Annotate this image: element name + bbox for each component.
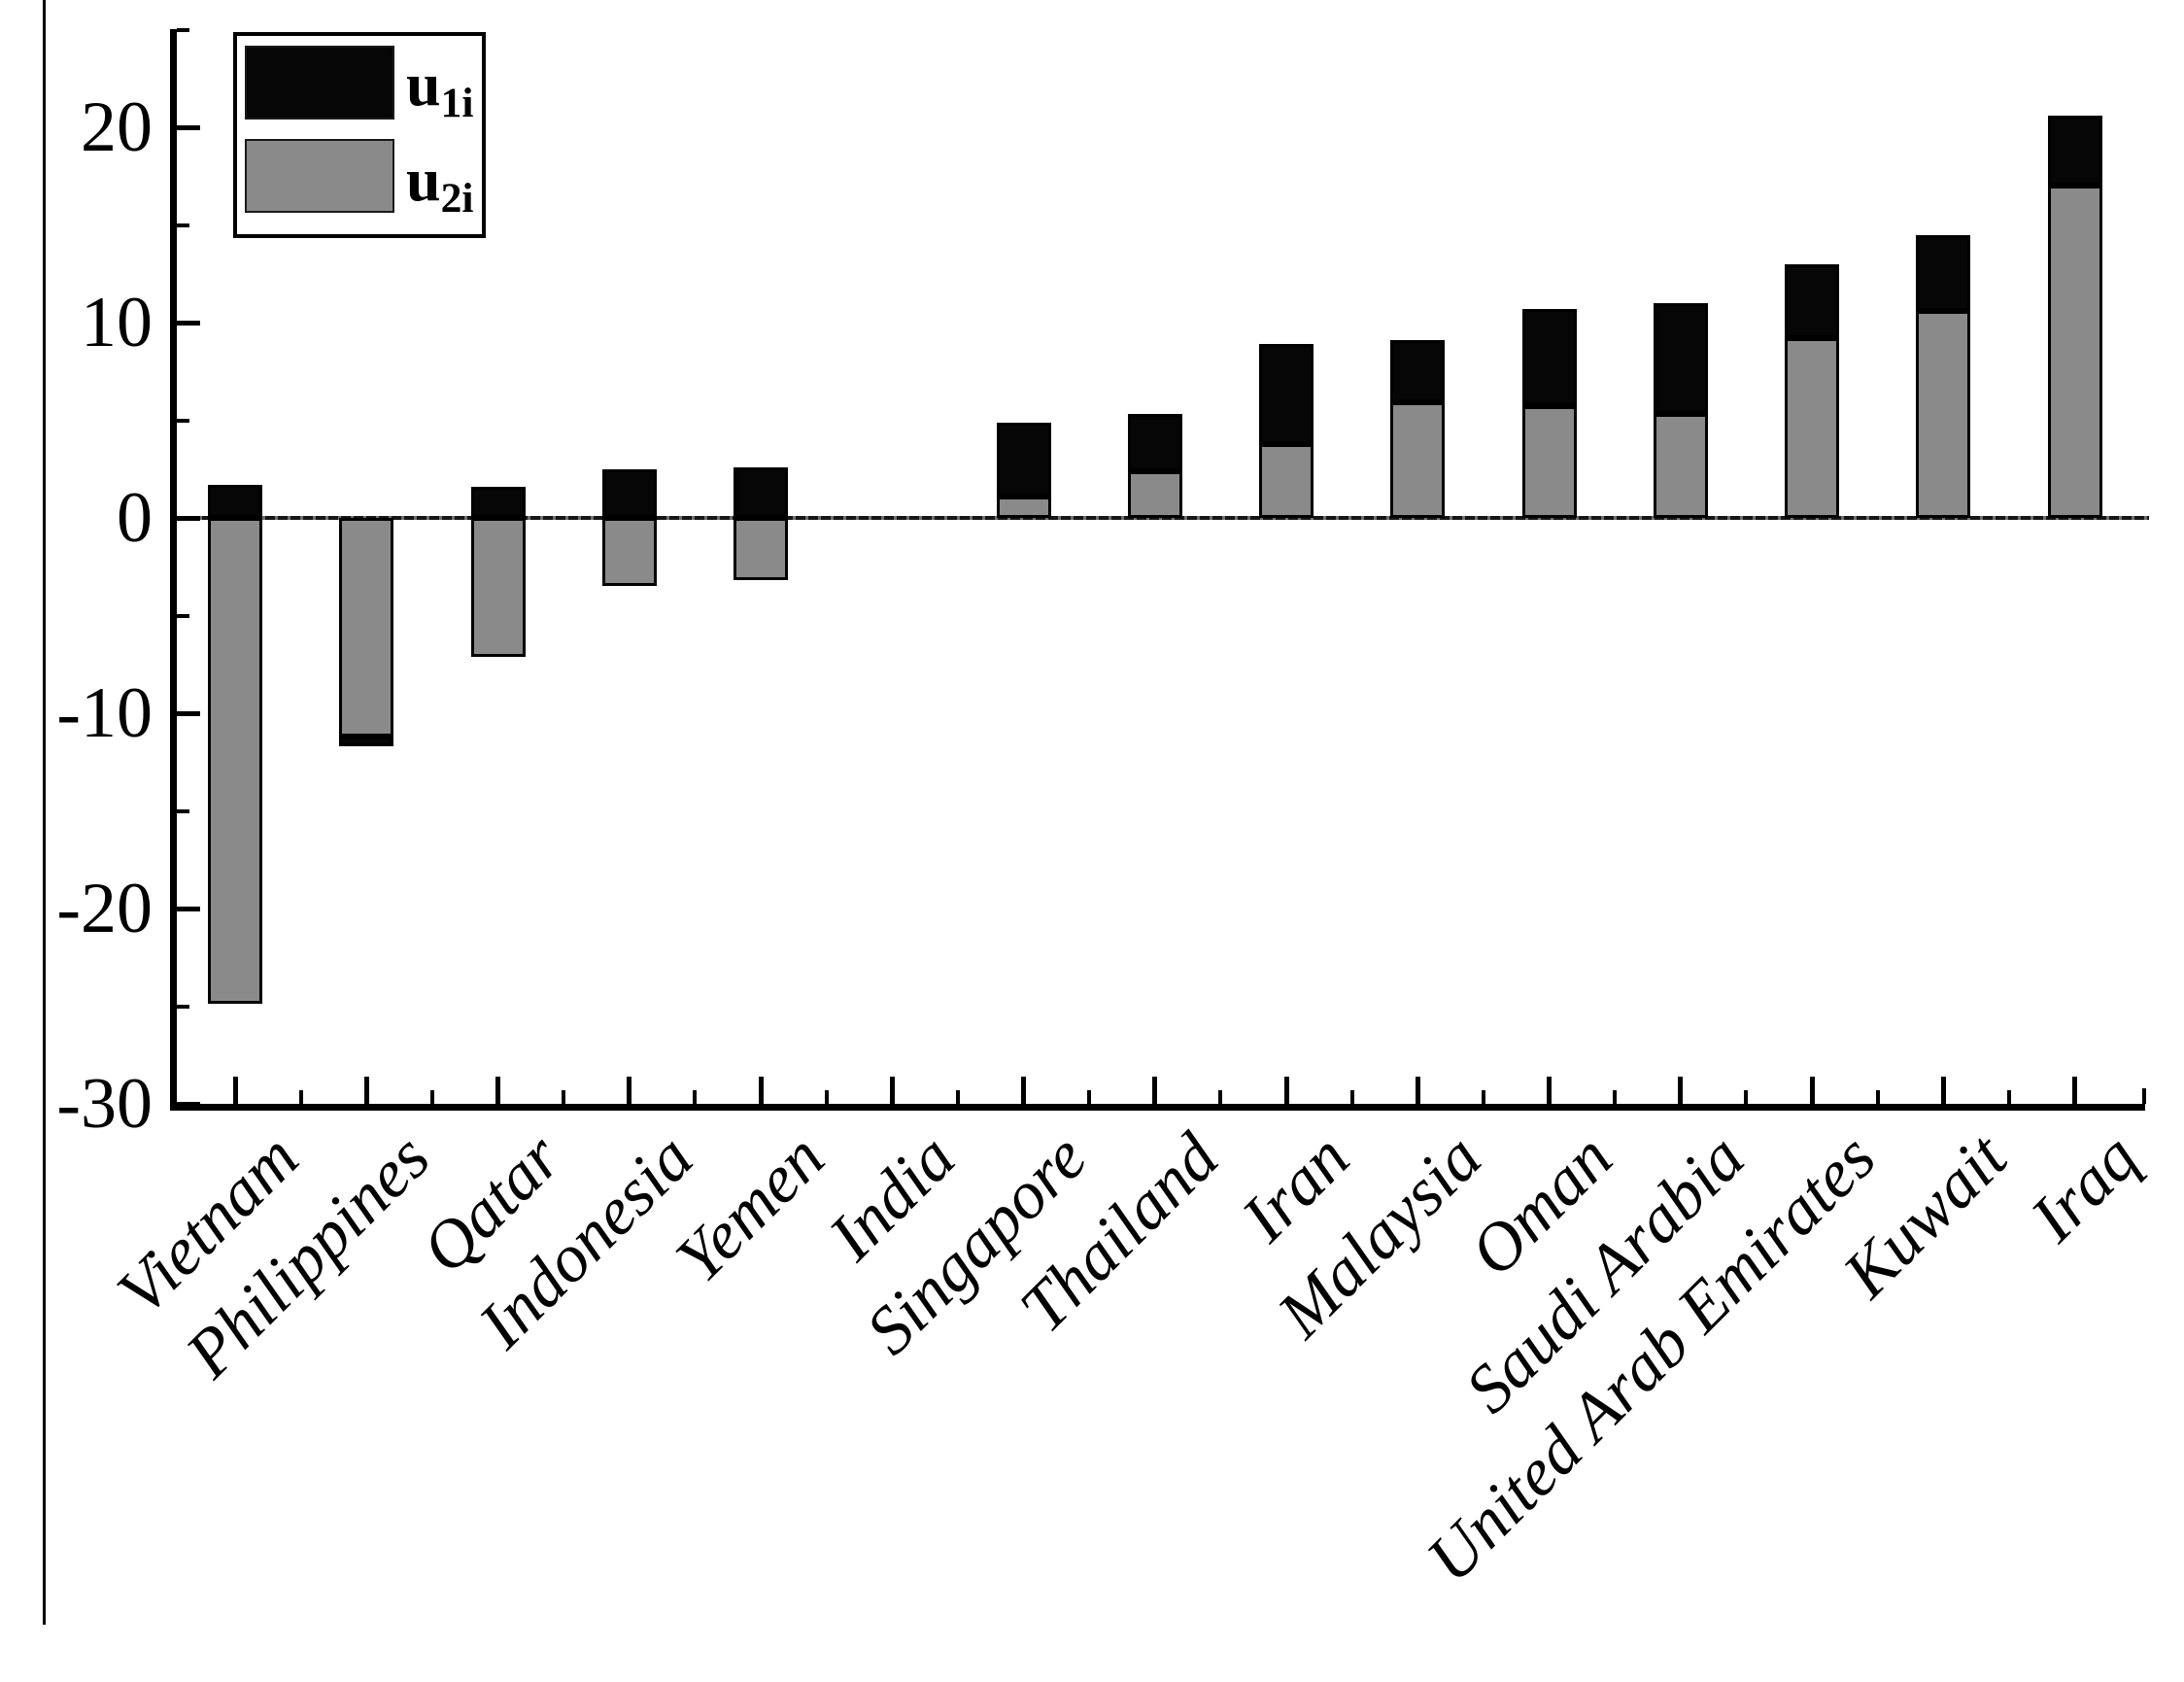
- x-minor-tick: [955, 1090, 960, 1104]
- bar-u2i-3: [601, 518, 657, 587]
- y-major-tick: [177, 124, 200, 130]
- y-minor-tick: [177, 613, 189, 618]
- x-minor-tick: [693, 1090, 698, 1104]
- x-minor-tick: [1349, 1090, 1354, 1104]
- x-minor-tick: [298, 1090, 303, 1104]
- x-major-tick: [889, 1077, 895, 1104]
- bar-u1i-12: [1785, 263, 1839, 339]
- legend-swatch-u2i: [245, 139, 394, 213]
- x-major-tick: [2072, 1077, 2077, 1104]
- x-minor-tick: [1481, 1090, 1485, 1104]
- y-minor-tick: [177, 418, 189, 423]
- x-axis-label-iraq: Iraq: [2016, 1119, 2153, 1256]
- x-major-tick: [1021, 1077, 1026, 1104]
- x-minor-tick: [429, 1090, 434, 1104]
- x-axis-label-yemen: Yemen: [662, 1119, 839, 1297]
- legend-label-u2i-base: u: [406, 145, 441, 214]
- x-minor-tick: [2006, 1090, 2011, 1104]
- x-minor-tick: [562, 1090, 566, 1104]
- bar-u1i-6: [996, 422, 1051, 497]
- x-major-tick: [758, 1077, 764, 1104]
- bar-u1i-4: [734, 466, 788, 518]
- x-major-tick: [1415, 1077, 1420, 1104]
- bar-u2i-7: [1127, 470, 1182, 518]
- legend-label-u1i-base: u: [406, 50, 441, 119]
- bar-u1i-10: [1521, 308, 1577, 407]
- bar-u1i-11: [1653, 302, 1708, 415]
- bar-u1i-3: [601, 468, 657, 518]
- x-major-tick: [1678, 1077, 1684, 1104]
- y-tick-label: -30: [56, 1064, 153, 1144]
- y-minor-tick: [177, 808, 189, 813]
- x-minor-tick: [1613, 1090, 1618, 1104]
- x-major-tick: [1283, 1077, 1289, 1104]
- bar-u1i-7: [1127, 414, 1182, 471]
- y-tick-label: -10: [56, 673, 153, 753]
- bar-u2i-11: [1653, 414, 1708, 518]
- y-major-tick: [177, 515, 200, 521]
- y-major-tick: [177, 320, 200, 326]
- bar-u2i-1: [339, 518, 394, 738]
- bar-u2i-8: [1259, 443, 1314, 518]
- x-major-tick: [1809, 1077, 1815, 1104]
- x-axis-spine: [170, 1104, 2145, 1111]
- bar-u2i-9: [1390, 402, 1446, 518]
- y-major-tick: [177, 710, 200, 716]
- legend-label-u1i: u1i: [406, 36, 486, 133]
- bar-u1i-14: [2047, 115, 2102, 187]
- y-axis-spine: [170, 29, 177, 1111]
- x-axis-end-tick: [2142, 1088, 2146, 1104]
- zero-baseline: [177, 516, 2149, 520]
- bar-u2i-0: [208, 518, 262, 1005]
- y-major-tick: [177, 906, 200, 911]
- page-edge-line: [43, 0, 46, 1625]
- legend-box: u1i u2i: [233, 32, 486, 238]
- x-major-tick: [232, 1077, 238, 1104]
- bar-u2i-14: [2047, 186, 2102, 518]
- x-minor-tick: [824, 1090, 829, 1104]
- bar-u2i-13: [1916, 310, 1971, 518]
- bar-u1i-0: [208, 484, 262, 518]
- legend-swatch-u1i: [245, 46, 394, 120]
- bar-u1i-8: [1259, 344, 1314, 444]
- x-major-tick: [495, 1077, 500, 1104]
- y-major-tick: [177, 1101, 200, 1107]
- y-tick-label: 10: [81, 283, 153, 362]
- bar-u1i-13: [1916, 234, 1971, 311]
- bar-u1i-1: [339, 737, 394, 747]
- bar-u2i-10: [1521, 406, 1577, 518]
- bar-u2i-4: [734, 518, 788, 581]
- legend-label-u1i-sub: 1i: [440, 80, 474, 127]
- x-minor-tick: [1875, 1090, 1880, 1104]
- bar-u1i-2: [470, 486, 526, 518]
- x-major-tick: [1152, 1077, 1158, 1104]
- bar-u2i-12: [1785, 338, 1839, 518]
- y-minor-tick: [177, 27, 189, 32]
- legend-label-u2i: u2i: [406, 131, 486, 228]
- bar-u2i-2: [470, 518, 526, 657]
- y-tick-label: 0: [117, 478, 153, 558]
- x-minor-tick: [1744, 1090, 1749, 1104]
- bar-u2i-6: [996, 496, 1051, 518]
- legend-label-u2i-sub: 2i: [440, 175, 474, 223]
- y-tick-label: 20: [81, 87, 153, 167]
- x-major-tick: [1940, 1077, 1946, 1104]
- x-minor-tick: [1087, 1090, 1092, 1104]
- x-minor-tick: [1218, 1090, 1223, 1104]
- x-major-tick: [627, 1077, 632, 1104]
- y-tick-label: -20: [56, 869, 153, 948]
- bar-u1i-9: [1390, 340, 1446, 403]
- y-minor-tick: [177, 223, 189, 227]
- x-major-tick: [363, 1077, 369, 1104]
- y-minor-tick: [177, 1004, 189, 1009]
- x-major-tick: [1547, 1077, 1552, 1104]
